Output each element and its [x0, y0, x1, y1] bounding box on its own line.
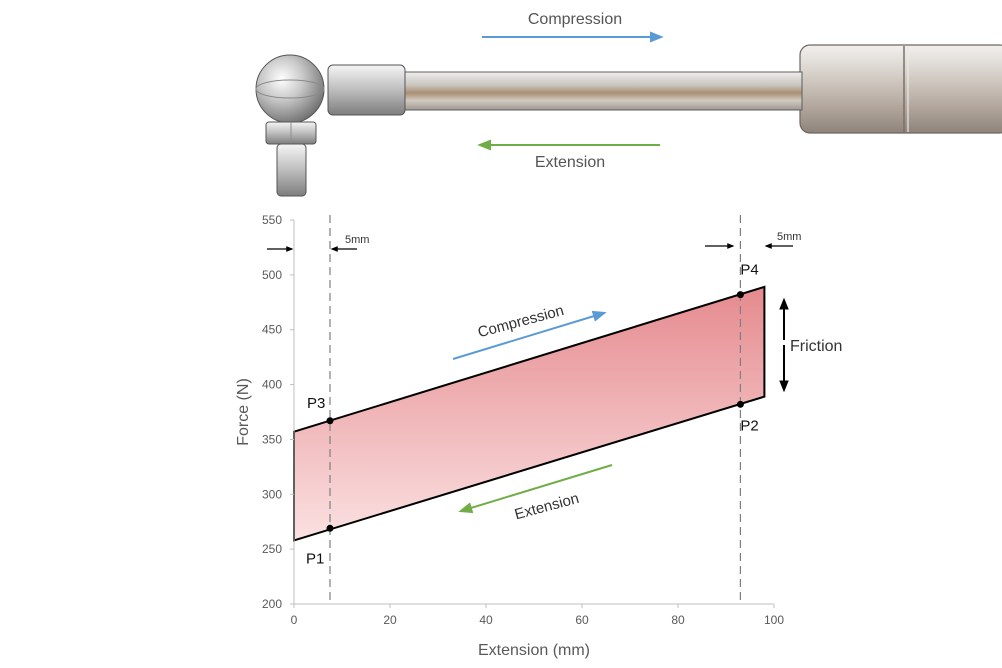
x-tick-label: 100 [764, 613, 784, 627]
extension-arrow-chart [458, 464, 613, 514]
y-tick-label: 250 [262, 542, 282, 556]
x-tick-label: 0 [291, 613, 298, 627]
y-tick-label: 200 [262, 597, 282, 611]
x-tick-label: 60 [575, 613, 589, 627]
x-tick-label: 80 [671, 613, 685, 627]
y-tick-label: 400 [262, 378, 282, 392]
y-tick-label: 300 [262, 487, 282, 501]
point-label-p1: P1 [306, 550, 324, 567]
extension-label-chart: Extension [513, 490, 581, 523]
point-p2 [736, 400, 744, 408]
cylinder-body [799, 44, 1002, 134]
ball-joint [255, 54, 325, 124]
point-label-p4: P4 [740, 262, 758, 279]
extension-label-top: Extension [535, 154, 605, 171]
x-tick-label: 40 [479, 613, 493, 627]
point-p3 [326, 417, 334, 425]
compression-label-chart: Compression [476, 302, 566, 341]
point-label-p3: P3 [307, 395, 325, 412]
piston-rod [399, 71, 803, 111]
threaded-stud [276, 143, 307, 197]
y-tick-label: 450 [262, 323, 282, 337]
y-tick-label: 500 [262, 268, 282, 282]
y-axis-title: Force (N) [235, 378, 252, 446]
compression-arrow-chart [452, 310, 607, 360]
point-label-p2: P2 [740, 417, 758, 434]
x-axis-title: Extension (mm) [478, 642, 590, 659]
x-tick-label: 20 [383, 613, 397, 627]
gas-spring-illustration [255, 44, 1002, 197]
offset-label-left: 5mm [345, 234, 369, 246]
point-p1 [326, 524, 334, 532]
compression-label-top: Compression [528, 11, 622, 28]
offset-label-right: 5mm [777, 231, 801, 243]
friction-label: Friction [790, 338, 842, 355]
y-tick-label: 350 [262, 432, 282, 446]
y-tick-label: 550 [262, 213, 282, 227]
point-p4 [736, 291, 744, 299]
force-extension-chart: 200 250 300 350 400 450 500 550 0 20 40 60 80 100 Exte… [235, 213, 784, 659]
rod-collar [327, 64, 406, 116]
